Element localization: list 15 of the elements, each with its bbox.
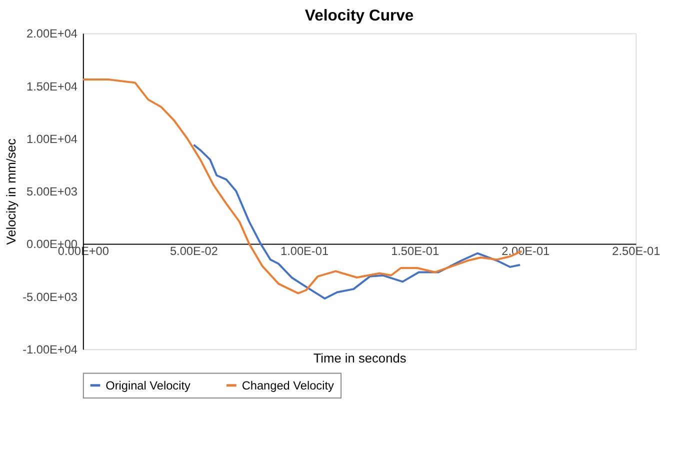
y-tick-label: -5.00E+03 (22, 290, 78, 304)
y-tick-label: 5.00E+03 (26, 184, 78, 199)
x-tick-label: 1.50E-01 (391, 244, 440, 258)
legend-label: Original Velocity (106, 378, 191, 392)
y-tick-label: 2.00E+04 (26, 26, 78, 41)
x-tick-label: 2.50E-01 (612, 244, 660, 258)
x-tick-label: 5.00E-02 (170, 244, 218, 258)
chart-title: Velocity Curve (304, 7, 414, 24)
y-axis-title: Velocity in mm/sec (4, 138, 19, 245)
x-tick-label: 1.00E-01 (280, 244, 329, 258)
legend-label: Changed Velocity (242, 378, 334, 392)
x-axis-title: Time in seconds (313, 350, 406, 366)
y-tick-label: -1.00E+04 (22, 342, 78, 357)
y-tick-label: 1.50E+04 (26, 79, 78, 94)
y-tick-label: 1.00E+04 (26, 132, 78, 146)
